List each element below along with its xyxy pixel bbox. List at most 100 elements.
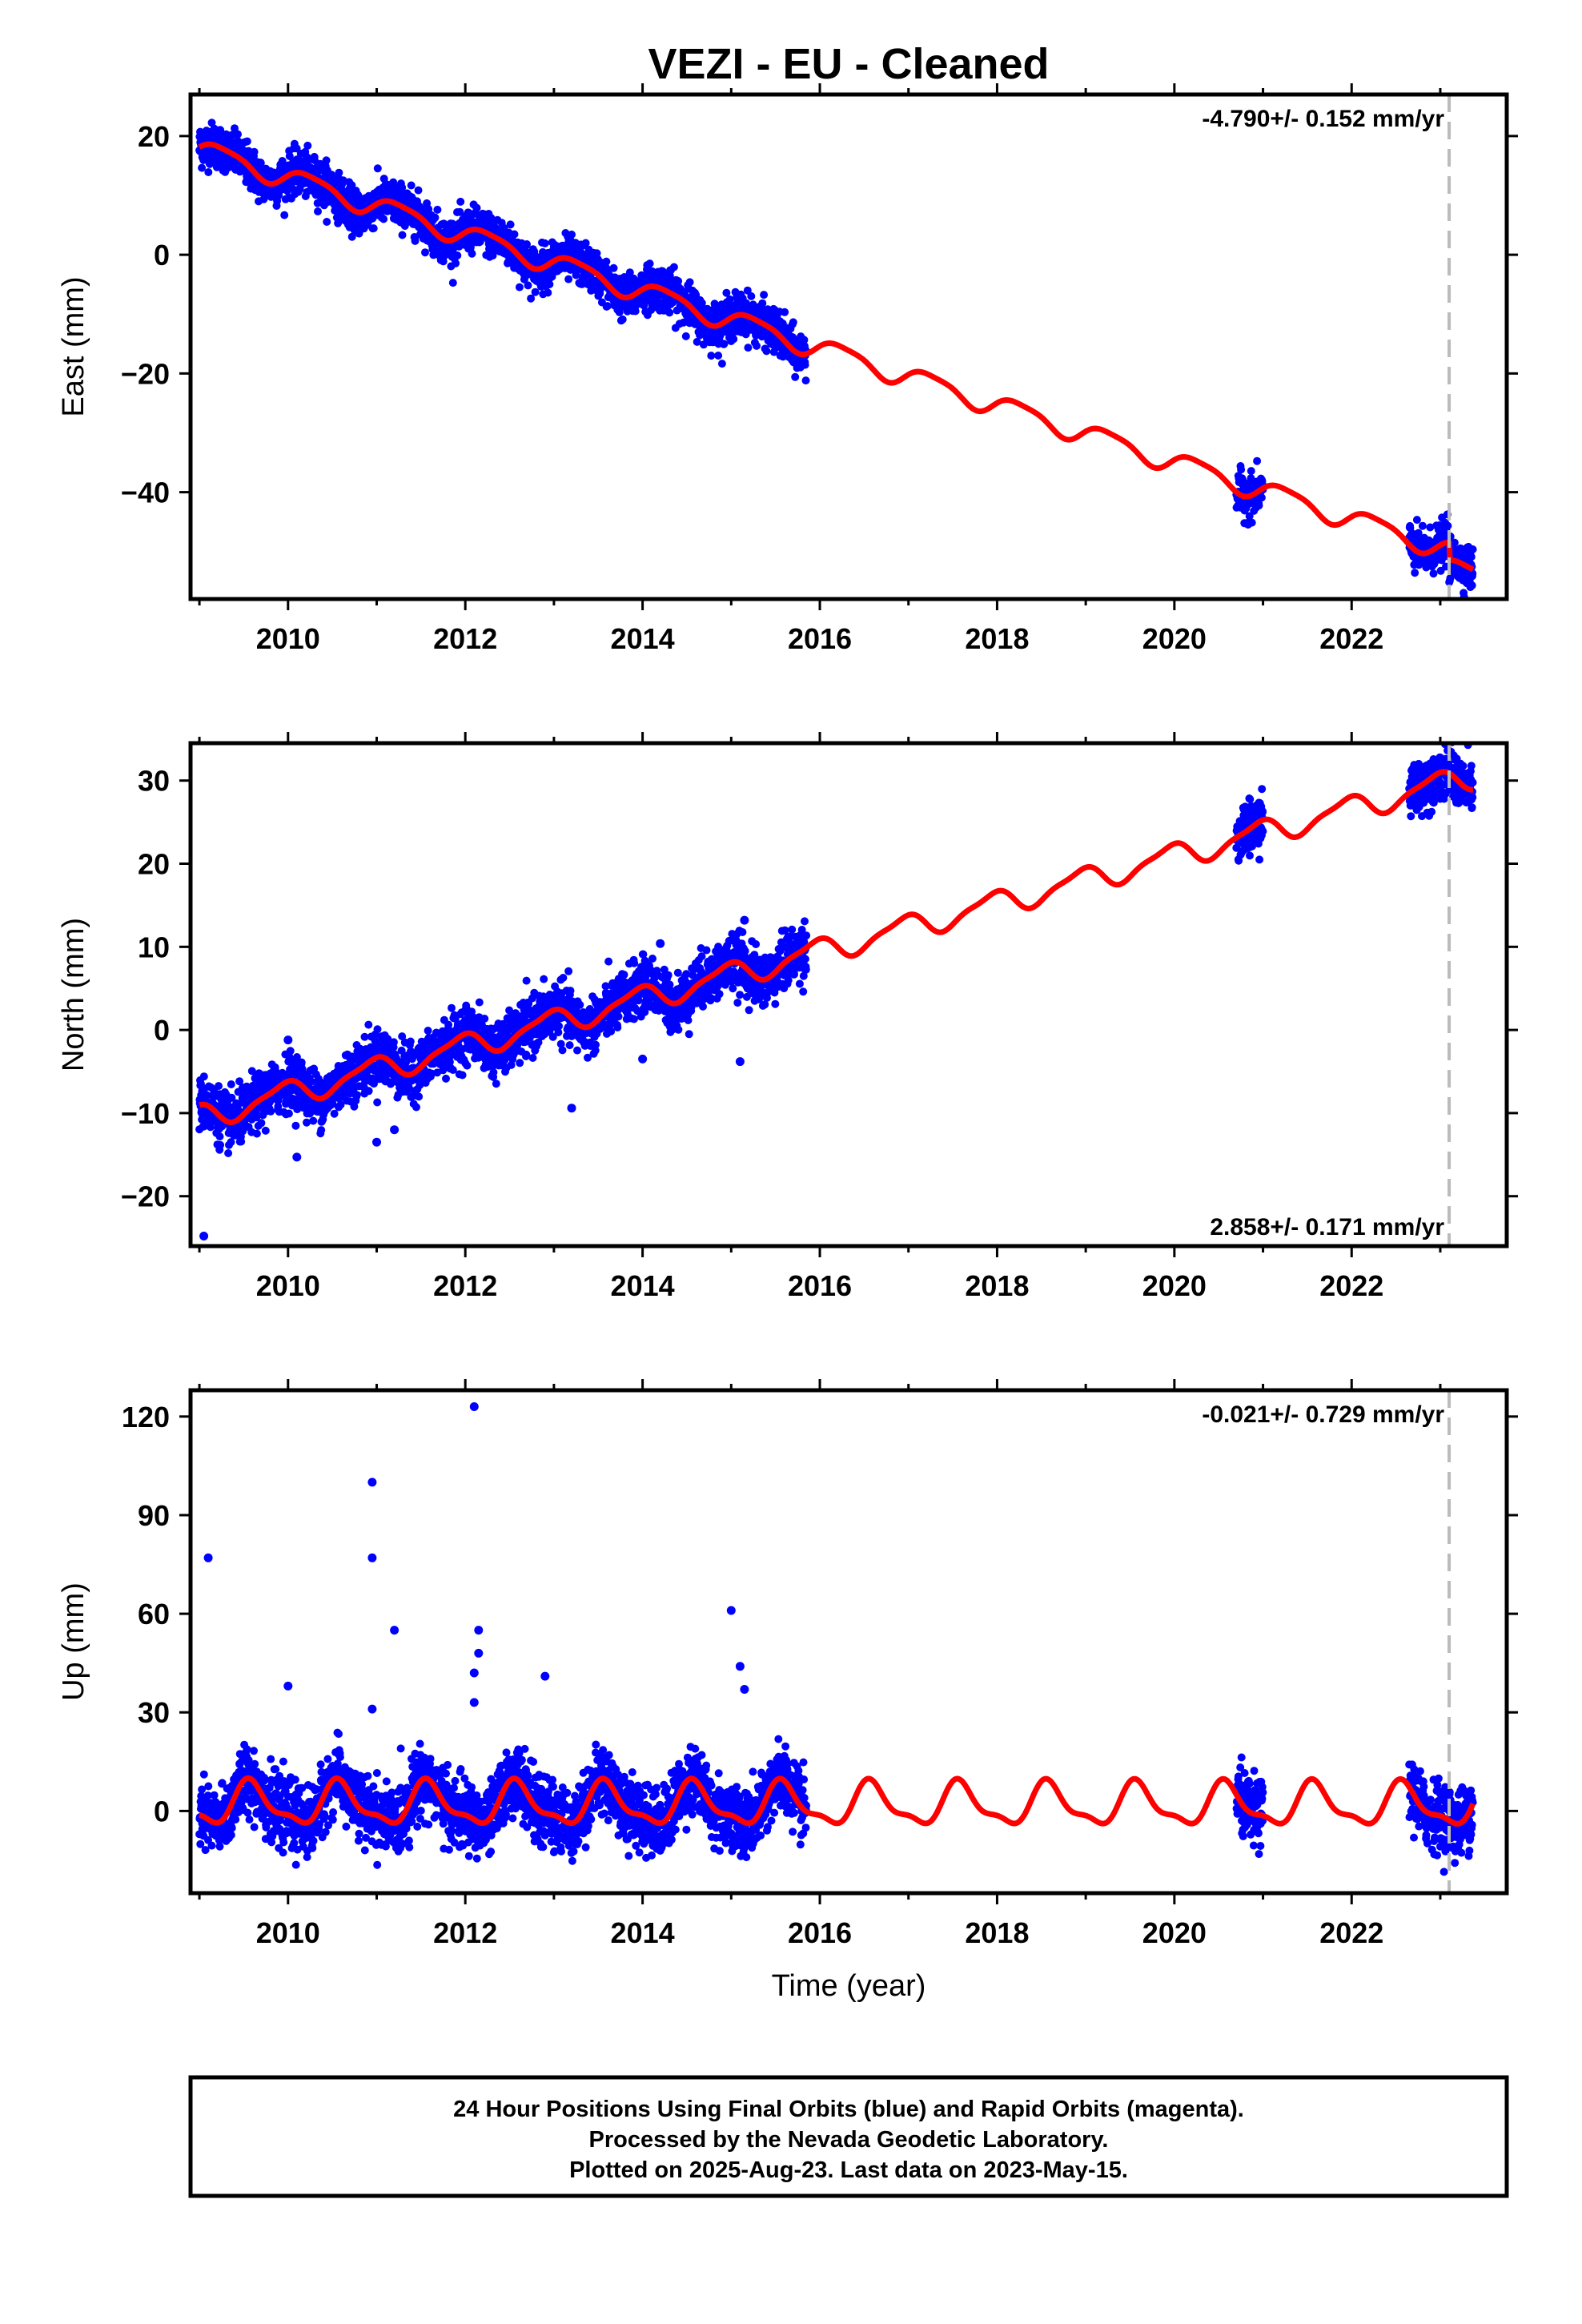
data-point — [545, 280, 554, 288]
data-point — [252, 1113, 261, 1122]
data-point — [753, 341, 761, 350]
data-point — [287, 183, 296, 192]
data-point — [673, 968, 682, 977]
data-point — [297, 1058, 306, 1067]
data-point — [603, 302, 612, 311]
data-point — [1468, 581, 1476, 589]
data-point — [800, 336, 809, 344]
data-point — [415, 1092, 424, 1101]
data-point — [488, 251, 497, 260]
data-point — [1418, 521, 1427, 530]
data-point — [522, 1050, 531, 1059]
north-observations — [195, 743, 1477, 1240]
data-point — [685, 1030, 693, 1039]
data-point — [534, 1038, 543, 1047]
data-point — [568, 230, 576, 239]
data-point — [424, 205, 433, 214]
data-point — [292, 1053, 301, 1061]
data-point — [448, 279, 457, 287]
data-point — [227, 1093, 236, 1102]
data-point — [572, 271, 580, 279]
data-point — [303, 187, 311, 196]
data-point — [604, 957, 613, 966]
data-point — [475, 998, 484, 1007]
data-point — [379, 215, 388, 223]
y-tick-label: −20 — [121, 357, 170, 390]
data-point — [769, 348, 778, 356]
data-point — [267, 1107, 275, 1116]
data-point — [286, 1047, 295, 1055]
data-point — [528, 1054, 537, 1062]
data-point — [523, 240, 531, 248]
data-point — [476, 237, 484, 246]
data-point — [215, 1132, 224, 1141]
data-point — [620, 971, 628, 979]
data-point — [614, 1012, 623, 1021]
data-point — [677, 1015, 686, 1023]
data-point — [398, 231, 407, 239]
data-point — [744, 344, 753, 352]
data-point — [303, 141, 312, 150]
x-tick-label: 2014 — [611, 622, 675, 655]
data-point — [468, 1007, 476, 1016]
data-point — [1450, 538, 1459, 547]
data-point — [412, 1103, 420, 1112]
data-point — [682, 970, 691, 979]
data-point — [282, 1096, 291, 1105]
y-tick-label: 20 — [138, 120, 170, 153]
data-point — [352, 1091, 361, 1100]
data-point — [639, 950, 648, 959]
data-point — [227, 1080, 235, 1088]
data-point — [463, 1061, 472, 1070]
data-point — [216, 1140, 225, 1149]
x-tick-label: 2020 — [1142, 622, 1207, 655]
data-point — [373, 1098, 382, 1107]
data-point — [573, 1046, 581, 1055]
data-point — [330, 1109, 339, 1118]
data-point — [472, 203, 481, 212]
data-point — [360, 1032, 369, 1041]
data-point — [558, 1046, 567, 1055]
data-point — [373, 1025, 382, 1034]
data-point — [257, 1119, 266, 1128]
data-point — [720, 340, 729, 348]
data-point — [202, 1091, 211, 1100]
data-point — [602, 257, 611, 266]
data-point — [789, 318, 797, 327]
data-point — [555, 1022, 563, 1031]
data-point — [791, 372, 800, 381]
data-point — [681, 332, 690, 340]
data-point — [685, 278, 694, 287]
y-tick-label: −40 — [121, 476, 170, 509]
data-point — [271, 1067, 280, 1076]
data-point — [466, 243, 475, 251]
data-point — [564, 967, 573, 975]
data-point — [199, 1072, 208, 1081]
data-point — [431, 213, 440, 222]
data-point — [303, 1118, 311, 1127]
data-point — [414, 186, 423, 195]
data-point — [531, 287, 540, 296]
data-point — [665, 980, 674, 989]
data-point — [760, 291, 769, 300]
data-point — [227, 1138, 235, 1147]
data-point — [544, 288, 552, 297]
data-point — [758, 299, 767, 308]
data-point — [1411, 569, 1419, 577]
data-point — [1412, 516, 1421, 525]
data-point — [291, 1121, 300, 1130]
data-point — [1245, 512, 1254, 521]
data-point — [1429, 569, 1438, 578]
data-point — [516, 1059, 524, 1068]
data-point — [669, 263, 678, 271]
data-point — [743, 286, 752, 295]
data-point — [389, 1038, 398, 1047]
data-point — [314, 207, 322, 215]
data-point — [207, 1123, 215, 1132]
data-point — [421, 248, 429, 257]
data-point — [456, 197, 465, 206]
data-point — [448, 1003, 456, 1012]
data-point — [406, 1037, 415, 1046]
data-point — [801, 360, 809, 369]
data-point — [506, 220, 515, 229]
